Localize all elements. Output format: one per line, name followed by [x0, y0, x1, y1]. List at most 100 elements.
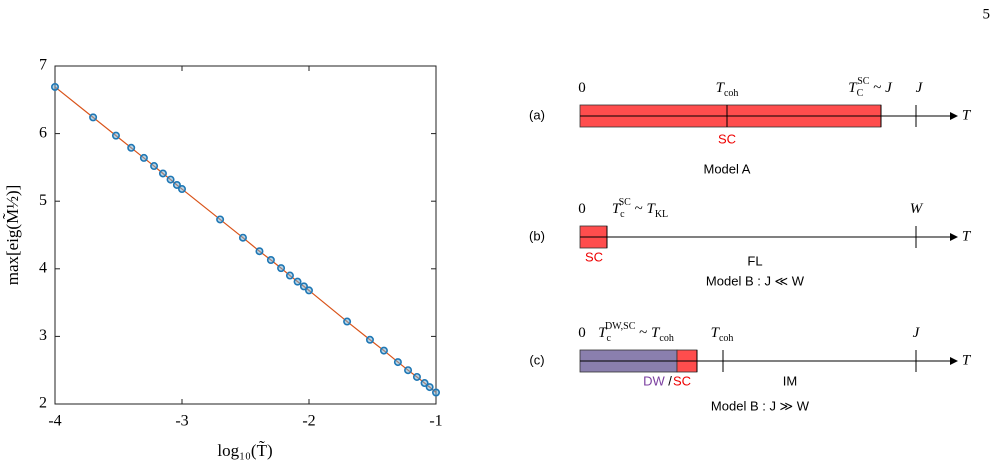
panel-label: (a): [529, 107, 545, 122]
data-point: [365, 335, 374, 344]
data-point: [277, 264, 286, 273]
label-part: ~: [869, 80, 885, 96]
data-point: [304, 286, 313, 295]
label-part: T: [848, 80, 858, 96]
label-part: ~: [635, 325, 651, 341]
phase-label: SC: [585, 249, 603, 264]
x-tick-label: -1: [429, 413, 442, 430]
phase-label: SC: [718, 131, 736, 146]
label-part: SC: [857, 76, 870, 87]
data-point: [343, 317, 352, 326]
rich-label: 0: [578, 80, 586, 96]
data-point: [299, 282, 308, 291]
label-part: coh: [719, 333, 733, 344]
label-part: J: [913, 325, 921, 341]
rich-label: TCSC ~ J: [848, 76, 893, 99]
panel-label: (c): [529, 352, 544, 367]
y-tick-label: 4: [39, 259, 47, 276]
y-tick-label: 6: [39, 124, 47, 141]
model-label: Model B : J ≫ W: [711, 398, 810, 413]
phase-label: SC: [673, 373, 691, 388]
label-part: coh: [724, 88, 738, 99]
plot-frame: [54, 65, 437, 405]
x-tick-label: -4: [48, 413, 61, 430]
y-axis-label: max[eig(M̃½)]: [3, 185, 22, 286]
label-part: ~: [631, 201, 647, 217]
data-point: [412, 372, 421, 381]
label-part: T: [711, 325, 721, 341]
y-tick-label: 7: [39, 57, 47, 74]
arrowhead: [950, 233, 958, 241]
data-point: [379, 346, 388, 355]
data-point: [127, 143, 136, 152]
x-tick-label: -2: [302, 413, 315, 430]
label-part: SC: [619, 197, 632, 208]
label-part: J: [916, 80, 924, 96]
page-number: 5: [983, 6, 991, 22]
data-point: [238, 233, 247, 242]
phase-label: DW: [643, 373, 665, 388]
label-part: T: [651, 325, 661, 341]
label-part: T: [598, 325, 608, 341]
rich-label: 0: [578, 201, 586, 217]
data-point: [139, 153, 148, 162]
y-tick-label: 5: [39, 192, 47, 209]
rich-label: Tcoh: [716, 80, 739, 99]
data-point: [425, 383, 434, 392]
label-part: C: [857, 88, 864, 99]
data-point: [285, 271, 294, 280]
y-tick-label: 2: [39, 395, 47, 412]
data-point: [111, 131, 120, 140]
label-part: 0: [578, 325, 586, 341]
rich-label: J: [916, 80, 924, 96]
rich-label: W: [910, 201, 924, 217]
data-point: [255, 247, 264, 256]
label-part: J: [885, 80, 893, 96]
x-axis-label: log₁₀(T̃): [217, 441, 272, 460]
data-point: [393, 358, 402, 367]
model-label: Model B : J ≪ W: [706, 273, 805, 288]
rich-label: TcSC ~ TKL: [612, 197, 668, 220]
label-part: DW,SC: [605, 321, 636, 332]
data-point: [172, 180, 181, 189]
rich-label: 0: [578, 325, 586, 341]
panel-label: (b): [529, 228, 545, 243]
axis-label: T: [962, 107, 972, 123]
data-point: [50, 82, 59, 91]
label-part: 0: [578, 201, 586, 217]
data-point: [216, 215, 225, 224]
label-part: c: [620, 209, 625, 220]
rich-label: TcDW,SC ~ Tcoh: [598, 321, 674, 344]
arrowhead: [950, 357, 958, 365]
x-tick-label: -3: [175, 413, 188, 430]
label-part: 0: [578, 80, 586, 96]
data-point: [89, 113, 98, 122]
label-part: T: [716, 80, 726, 96]
axis-label: T: [962, 228, 972, 244]
label-part: T: [612, 201, 622, 217]
phase-label: FL: [747, 253, 762, 268]
axis-label: T: [962, 352, 972, 368]
label-part: KL: [655, 209, 668, 220]
label-part: T: [646, 201, 656, 217]
data-point: [431, 388, 440, 397]
arrowhead: [950, 112, 958, 120]
data-point: [178, 185, 187, 194]
fit-line: [54, 86, 437, 393]
y-tick-label: 3: [39, 327, 47, 344]
rich-label: J: [913, 325, 921, 341]
rich-label: Tcoh: [711, 325, 734, 344]
label-part: c: [606, 333, 611, 344]
label-part: W: [910, 201, 924, 217]
data-point: [266, 256, 275, 265]
phase-label: IM: [783, 373, 797, 388]
phase-label: /: [668, 373, 672, 388]
model-label: Model A: [704, 161, 751, 176]
data-point: [166, 175, 175, 184]
data-point: [158, 169, 167, 178]
data-point: [293, 277, 302, 286]
label-part: coh: [659, 333, 673, 344]
data-point: [420, 379, 429, 388]
